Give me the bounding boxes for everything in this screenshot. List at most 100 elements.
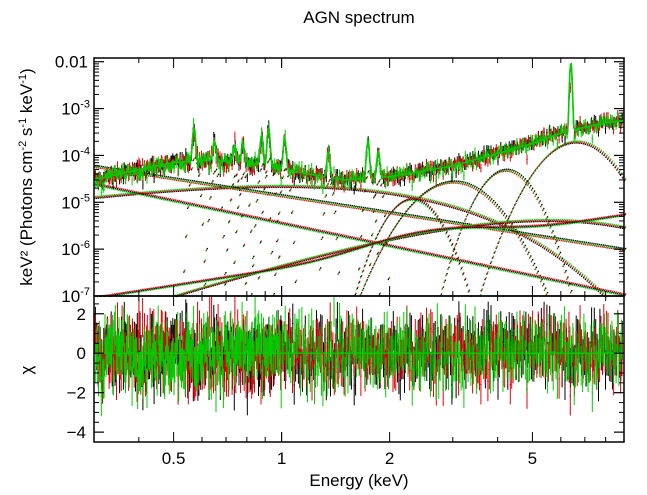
model-dot — [408, 233, 410, 235]
model-dot — [375, 242, 377, 244]
model-dot — [397, 236, 399, 238]
model-dot — [510, 171, 512, 173]
model-dot — [263, 220, 265, 222]
model-dot — [470, 210, 472, 212]
model-dot — [172, 200, 174, 202]
model-dot — [297, 264, 299, 266]
model-dot — [397, 204, 399, 206]
model-dot — [155, 197, 157, 199]
model-dot — [418, 199, 420, 201]
model-dot — [558, 221, 560, 223]
model-dot — [571, 284, 573, 286]
model-dot — [548, 153, 550, 155]
model-dot — [234, 275, 236, 277]
model-dot — [157, 197, 159, 200]
model-dot — [138, 194, 140, 196]
model-dot — [224, 188, 226, 190]
model-dot — [548, 219, 550, 222]
model-dot — [523, 180, 525, 182]
model-dot — [395, 225, 397, 227]
model-dot — [475, 213, 477, 215]
model-dot — [561, 223, 563, 225]
model-dot — [245, 214, 248, 216]
model-dot — [320, 259, 323, 261]
model-dot — [495, 173, 497, 175]
model-dot — [603, 218, 605, 220]
model-dot — [361, 208, 363, 211]
model-dot — [494, 228, 496, 230]
model-dot — [532, 238, 534, 240]
model-dot — [131, 193, 134, 195]
model-dot — [537, 270, 539, 272]
model-dot — [599, 224, 601, 226]
model-dot — [130, 290, 132, 292]
model-dot — [260, 271, 262, 273]
model-dot — [511, 230, 513, 232]
model-dot — [581, 275, 583, 277]
model-dot — [442, 255, 445, 257]
model-dot — [367, 256, 369, 258]
model-dot — [420, 250, 422, 252]
model-dot — [312, 228, 314, 230]
model-dot — [268, 221, 270, 223]
model-dot — [152, 194, 155, 196]
model-dot — [367, 208, 370, 210]
model-dot — [492, 266, 494, 269]
model-dot — [193, 180, 195, 182]
model-dot — [527, 253, 529, 256]
model-dot — [253, 191, 256, 194]
model-dot — [462, 260, 464, 262]
model-dot — [547, 222, 549, 224]
model-dot — [115, 294, 117, 296]
model-dot — [441, 288, 443, 290]
model-dot — [468, 289, 471, 291]
model-dot — [548, 249, 550, 251]
model-dot — [624, 248, 626, 251]
model-dot — [165, 176, 167, 179]
model-dot — [180, 189, 182, 191]
model-dot — [370, 249, 372, 251]
model-dot — [413, 202, 415, 204]
model-dot — [402, 237, 404, 239]
model-dot — [263, 192, 266, 194]
model-dot — [362, 239, 364, 241]
model-dot — [520, 226, 522, 228]
model-dot — [260, 270, 262, 272]
model-dot — [172, 286, 174, 288]
model-dot — [236, 274, 238, 276]
model-dot — [456, 182, 458, 184]
model-dot — [494, 267, 496, 269]
model-dot — [318, 256, 321, 258]
model-dot — [242, 215, 244, 218]
model-dot — [187, 282, 189, 284]
model-dot — [559, 251, 562, 253]
model-dot — [360, 207, 362, 209]
model-dot — [468, 184, 470, 186]
model-dot — [509, 229, 511, 232]
model-dot — [613, 225, 615, 227]
model-dot — [226, 186, 228, 188]
model-dot — [453, 247, 456, 249]
model-dot — [450, 204, 452, 206]
model-dot — [388, 191, 391, 193]
model-dot — [211, 284, 213, 286]
model-dot — [546, 219, 548, 222]
model-dot — [379, 229, 381, 231]
model-dot — [557, 238, 559, 240]
model-dot — [195, 281, 197, 283]
model-dot — [201, 207, 204, 209]
model-dot — [330, 256, 332, 259]
model-dot — [535, 234, 537, 237]
model-dot — [190, 204, 192, 207]
model-dot — [512, 272, 514, 274]
model-dot — [232, 277, 235, 279]
model-dot — [461, 222, 463, 224]
model-dot — [357, 245, 359, 247]
model-dot — [595, 245, 598, 247]
model-dot — [404, 249, 406, 251]
model-dot — [526, 235, 528, 237]
model-dot — [391, 213, 393, 215]
model-dot — [529, 274, 531, 276]
model-dot — [151, 287, 153, 289]
model-dot — [335, 232, 337, 234]
